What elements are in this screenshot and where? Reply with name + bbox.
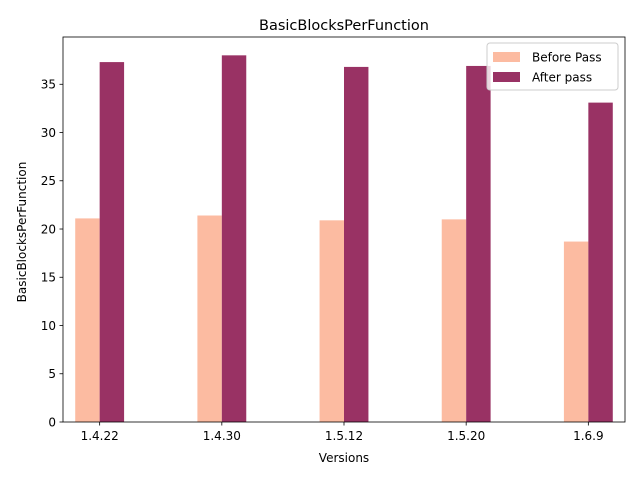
bar-after-pass-1-5-20 <box>466 65 491 423</box>
ticks-layer: 0 5 10 15 20 25 30 35 1.4.22 1.4.30 1.5.12 1.5.20 1.… <box>41 78 604 443</box>
x-tick-label: 1.5.20 <box>447 429 485 443</box>
y-tick-label: 35 <box>41 78 56 92</box>
legend-swatch-after-pass <box>493 72 520 82</box>
bar-before-pass-1-5-12 <box>319 220 344 422</box>
chart-title: BasicBlocksPerFunction <box>259 18 429 34</box>
y-tick-label: 30 <box>41 126 56 140</box>
bar-after-pass-1-4-22 <box>99 62 125 423</box>
legend-label-after-pass: After pass <box>532 71 592 85</box>
x-tick-label: 1.6.9 <box>573 429 604 443</box>
y-tick-label: 25 <box>41 174 56 188</box>
legend: Before Pass After pass <box>486 42 619 91</box>
y-tick-label: 20 <box>41 222 56 236</box>
x-axis-label: Versions <box>319 451 369 465</box>
x-tick-label: 1.4.30 <box>203 429 241 443</box>
legend-swatch-before-pass <box>493 52 520 62</box>
legend-label-before-pass: Before Pass <box>532 51 602 65</box>
bar-before-pass-1-6-9 <box>563 241 589 422</box>
x-tick-label: 1.5.12 <box>325 429 363 443</box>
bar-after-pass-1-6-9 <box>588 102 613 422</box>
bar-before-pass-1-4-22 <box>75 218 100 422</box>
bars-layer <box>75 55 613 423</box>
y-axis-label: BasicBlocksPerFunction <box>15 162 29 303</box>
bar-before-pass-1-4-30 <box>197 215 222 422</box>
bar-after-pass-1-5-12 <box>344 66 369 422</box>
y-tick-label: 0 <box>48 415 56 429</box>
bar-before-pass-1-5-20 <box>441 219 467 422</box>
x-tick-label: 1.4.22 <box>81 429 119 443</box>
y-tick-label: 15 <box>41 271 56 285</box>
y-tick-label: 5 <box>48 367 56 381</box>
bar-after-pass-1-4-30 <box>221 55 247 422</box>
y-tick-label: 10 <box>41 319 56 333</box>
